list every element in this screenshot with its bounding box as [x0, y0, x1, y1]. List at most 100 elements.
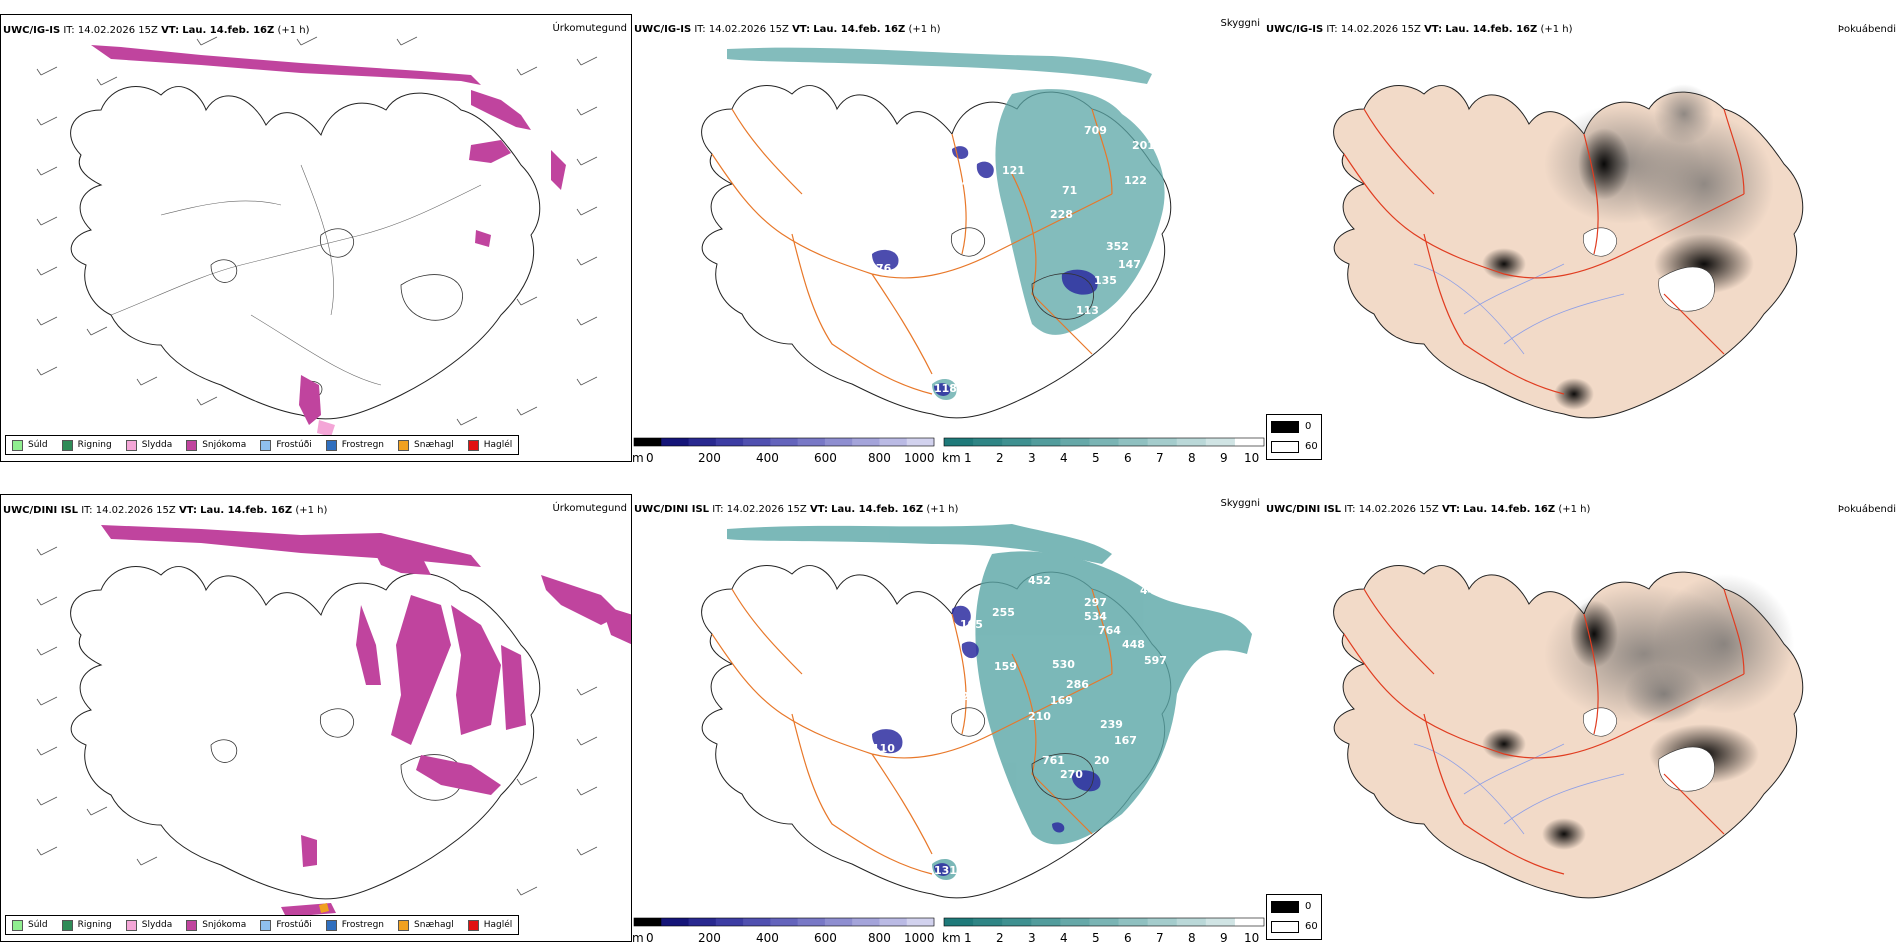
- colorbar-swatch: [715, 438, 744, 446]
- colorbar-swatch: [715, 918, 744, 926]
- precip-map-row0: [36, 36, 598, 437]
- precip-legend: Súld Rigning Slydda Snjókoma Frostúði Fr…: [5, 915, 520, 935]
- ceiling-tick: 0: [646, 931, 654, 945]
- ceiling-tick: 800: [868, 451, 891, 465]
- legend-item: Slydda: [125, 919, 172, 931]
- colorbar-swatch: [879, 918, 908, 926]
- colorbar-swatch: [879, 438, 908, 446]
- legend-item: Súld: [12, 439, 48, 451]
- colorbar-swatch: [906, 438, 935, 446]
- colorbar-swatch: [1002, 918, 1032, 926]
- visibility-tick: 10: [1244, 931, 1259, 945]
- vis-label: 452: [1028, 574, 1051, 587]
- precip-panel-row0: UWC/IG-IS IT: 14.02.2026 15Z VT: Lau. 14…: [0, 14, 632, 462]
- vis-label: 270: [1060, 768, 1083, 781]
- visibility-panel-row0: 709 201 122 71 228 121 40 352 147 135 11…: [632, 14, 1264, 462]
- colorbar-swatch: [1176, 438, 1207, 446]
- snow-areas: [101, 525, 631, 867]
- road-network: [110, 164, 482, 386]
- colorbar-swatch: [944, 918, 974, 926]
- vis-label: 210: [1028, 710, 1051, 723]
- visibility-tick: 7: [1156, 451, 1164, 465]
- legend-swatch: [325, 919, 337, 931]
- vt-label: VT:: [178, 505, 197, 516]
- legend-swatch: [398, 439, 410, 451]
- ceiling-tick: 800: [868, 931, 891, 945]
- vis-label: 761: [1042, 754, 1065, 767]
- colorbar-swatch: [770, 438, 799, 446]
- colorbar-swatch: [688, 918, 717, 926]
- colorbar-swatch: [906, 918, 935, 926]
- ceiling-tick: 600: [814, 931, 837, 945]
- visibility-labels: 452 297 534 448 764 448 255 597 105 530 …: [872, 574, 1167, 877]
- colorbar-swatch: [1089, 918, 1120, 926]
- vt-value: Lau. 14.feb. 16Z: [182, 25, 275, 36]
- colorbars-row0: m 0 200 400 600 800 1000 km 1 2 3 4 5 6 …: [632, 437, 1265, 465]
- ceiling-tick: 0: [646, 451, 654, 465]
- panel-header: UWC/IG-IS IT: 14.02.2026 15Z VT: Lau. 14…: [3, 25, 310, 36]
- visibility-tick: 6: [1124, 451, 1132, 465]
- it-value: 14.02.2026 15Z: [708, 24, 789, 35]
- cloud-legend-row1: 0 60: [1266, 894, 1322, 940]
- cloud-map-row0: [1333, 84, 1804, 419]
- vis-label: 530: [1052, 658, 1075, 671]
- vt-value: Lau. 14.feb. 16Z: [831, 504, 924, 515]
- rivers: [1413, 743, 1625, 835]
- iceland-outline: [70, 86, 541, 420]
- ceiling-tick: 600: [814, 451, 837, 465]
- legend-swatch: [125, 919, 137, 931]
- cloud-legend-label: 60: [1305, 441, 1318, 452]
- legend-swatch: [467, 439, 479, 451]
- visibility-map-row0: 709 201 122 71 228 121 40 352 147 135 11…: [701, 47, 1172, 419]
- it-label: IT:: [712, 504, 724, 515]
- colorbar-swatch: [1031, 438, 1061, 446]
- colorbar-swatch: [1089, 438, 1120, 446]
- colorbar-swatch: [661, 918, 690, 926]
- vis-label: 239: [1100, 718, 1123, 731]
- ceiling-frame: [633, 917, 935, 927]
- ceiling-swatches: [634, 918, 935, 926]
- legend-swatch: [467, 919, 479, 931]
- legend-item: Frostúði: [260, 439, 312, 451]
- model-name: UWC/DINI ISL: [3, 505, 79, 516]
- cloud-swatch: [1271, 421, 1299, 433]
- colorbar-swatch: [1031, 918, 1061, 926]
- vt-value: Lau. 14.feb. 16Z: [200, 505, 293, 516]
- visibility-tick: 2: [996, 451, 1004, 465]
- colorbar-swatch: [770, 918, 799, 926]
- legend-swatch: [12, 919, 23, 931]
- ceiling-swatches: [634, 438, 935, 446]
- visibility-tick: 10: [1244, 451, 1259, 465]
- legend-swatch: [260, 919, 272, 931]
- colorbar-swatch: [634, 438, 662, 446]
- legend-item: Frostregn: [325, 439, 384, 451]
- road-network: [711, 588, 1113, 875]
- vis-label: 448: [1140, 584, 1163, 597]
- it-value: 14.02.2026 15Z: [726, 504, 807, 515]
- precip-map-row1: [36, 525, 631, 917]
- vis-label: 448: [1122, 638, 1145, 651]
- colorbar-swatch: [797, 918, 826, 926]
- precip-panel-row1: UWC/DINI ISL IT: 14.02.2026 15Z VT: Lau.…: [0, 494, 632, 942]
- legend-swatch: [186, 919, 198, 931]
- vt-label: VT:: [1441, 504, 1460, 515]
- visibility-frame: [943, 917, 1265, 927]
- vt-label: VT:: [1424, 24, 1443, 35]
- colorbar-swatch: [1060, 918, 1090, 926]
- panel-header: UWC/DINI ISL IT: 14.02.2026 15Z VT: Lau.…: [634, 504, 958, 515]
- road-network: [1343, 588, 1745, 875]
- legend-item: Haglél: [467, 919, 512, 931]
- panel-title: Úrkomutegund: [552, 503, 627, 514]
- vis-label: 167: [1114, 734, 1137, 747]
- legend-item: Haglél: [467, 439, 512, 451]
- colorbars-row1: m 0 200 400 600 800 1000 km 1 2 3 4 5 6 …: [632, 917, 1265, 945]
- legend-swatch: [260, 439, 272, 451]
- fog-areas: [727, 47, 1165, 400]
- vt-value: Lau. 14.feb. 16Z: [813, 24, 906, 35]
- legend-item: Snæhagl: [398, 919, 454, 931]
- visibility-tick: 6: [1124, 931, 1132, 945]
- cloud-swatch: [1271, 921, 1299, 933]
- vis-label: 255: [992, 606, 1015, 619]
- vis-label: 52: [954, 690, 969, 703]
- ceiling-tick: 400: [756, 451, 779, 465]
